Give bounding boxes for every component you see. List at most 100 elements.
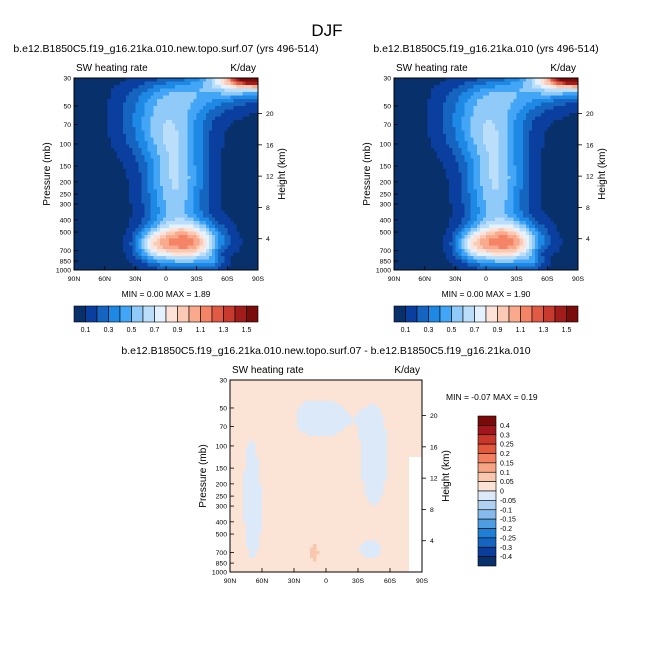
heatmap-cell <box>181 144 185 149</box>
heatmap-cell <box>144 84 148 89</box>
heatmap-cell <box>236 252 240 257</box>
y2-tick-label: 12 <box>266 174 274 181</box>
heatmap-cell <box>212 81 216 86</box>
heatmap-cell <box>427 151 432 156</box>
heatmap-cell <box>433 130 438 135</box>
heatmap-cell <box>126 168 130 173</box>
heatmap-cell <box>74 182 78 187</box>
heatmap-cell <box>159 259 164 264</box>
heatmap-cell <box>433 112 438 117</box>
heatmap-cell <box>187 193 191 198</box>
heatmap-cell <box>532 137 536 142</box>
heatmap-cell <box>190 221 194 226</box>
heatmap-cell <box>116 147 121 152</box>
heatmap-cell <box>224 88 228 93</box>
heatmap-cell <box>193 175 198 180</box>
heatmap-cell <box>221 179 225 184</box>
heatmap-cell <box>153 91 158 96</box>
heatmap-cell <box>101 186 106 191</box>
heatmap-cell <box>415 147 419 152</box>
heatmap-cell <box>553 165 557 170</box>
heatmap-cell <box>138 84 142 89</box>
heatmap-cell <box>196 81 201 86</box>
heatmap-cell <box>449 140 453 145</box>
heatmap-cell <box>132 84 136 89</box>
heatmap-cell <box>245 217 250 222</box>
heatmap-cell <box>406 133 410 138</box>
heatmap-cell <box>233 119 237 124</box>
heatmap-cell <box>89 116 93 121</box>
heatmap-cell <box>221 112 225 117</box>
heatmap-cell <box>129 165 133 170</box>
heatmap-cell <box>98 207 102 212</box>
heatmap-cell <box>504 137 508 142</box>
heatmap-cell <box>492 102 496 107</box>
heatmap-cell <box>550 133 554 138</box>
heatmap-cell <box>135 109 139 114</box>
heatmap-cell <box>495 154 499 159</box>
heatmap-cell <box>486 144 490 149</box>
heatmap-cell <box>110 245 115 250</box>
heatmap-cell <box>215 228 219 232</box>
heatmap-cell <box>172 165 176 170</box>
heatmap-cell <box>202 210 207 215</box>
heatmap-cell <box>504 154 508 159</box>
heatmap-cell <box>571 158 576 163</box>
heatmap-cell <box>187 252 191 257</box>
heatmap-cell <box>239 200 244 205</box>
heatmap-cell <box>418 151 422 156</box>
heatmap-cell <box>135 182 139 187</box>
heatmap-cell <box>473 116 478 121</box>
heatmap-cell <box>507 112 511 117</box>
heatmap-cell <box>126 263 130 267</box>
heatmap-cell <box>212 116 216 121</box>
heatmap-cell <box>440 130 444 135</box>
heatmap-cell <box>215 119 219 124</box>
heatmap-cell <box>418 123 422 128</box>
heatmap-cell <box>83 91 87 96</box>
heatmap-cell <box>394 126 398 131</box>
heatmap-cell <box>147 123 152 128</box>
heatmap-cell <box>212 102 216 107</box>
heatmap-cell <box>212 91 216 96</box>
heatmap-cell <box>120 228 124 232</box>
heatmap-cell <box>196 130 201 135</box>
heatmap-cell <box>254 231 259 236</box>
heatmap-cell <box>504 105 508 110</box>
heatmap-cell <box>424 172 429 177</box>
heatmap-cell <box>147 144 152 149</box>
heatmap-cell <box>169 154 173 159</box>
heatmap-cell <box>83 154 87 159</box>
heatmap-cell <box>239 95 244 100</box>
heatmap-cell <box>178 259 182 264</box>
heatmap-cell <box>123 123 127 128</box>
heatmap-cell <box>107 263 112 267</box>
heatmap-cell <box>519 137 524 142</box>
heatmap-cell <box>553 95 557 100</box>
heatmap-cell <box>470 91 475 96</box>
heatmap-cell <box>159 228 164 232</box>
heatmap-cell <box>568 168 573 173</box>
heatmap-cell <box>110 200 115 205</box>
heatmap-cell <box>181 217 185 222</box>
heatmap-cell <box>489 91 493 96</box>
heatmap-cell <box>77 238 81 243</box>
heatmap-cell <box>166 203 170 208</box>
heatmap-cell <box>166 88 170 93</box>
heatmap-cell <box>495 98 499 103</box>
heatmap-cell <box>184 238 188 243</box>
heatmap-cell <box>394 172 398 177</box>
heatmap-cell <box>535 102 539 107</box>
heatmap-cell <box>181 172 185 177</box>
heatmap-cell <box>166 217 170 222</box>
heatmap-cell <box>212 231 216 236</box>
heatmap-cell <box>535 123 539 128</box>
heatmap-cell <box>89 238 93 243</box>
heatmap-cell <box>202 259 207 264</box>
heatmap-cell <box>541 165 545 170</box>
heatmap-cell <box>492 158 496 163</box>
heatmap-cell <box>430 165 435 170</box>
heatmap-cell <box>153 168 158 173</box>
heatmap-cell <box>181 193 185 198</box>
heatmap-cell <box>236 144 240 149</box>
